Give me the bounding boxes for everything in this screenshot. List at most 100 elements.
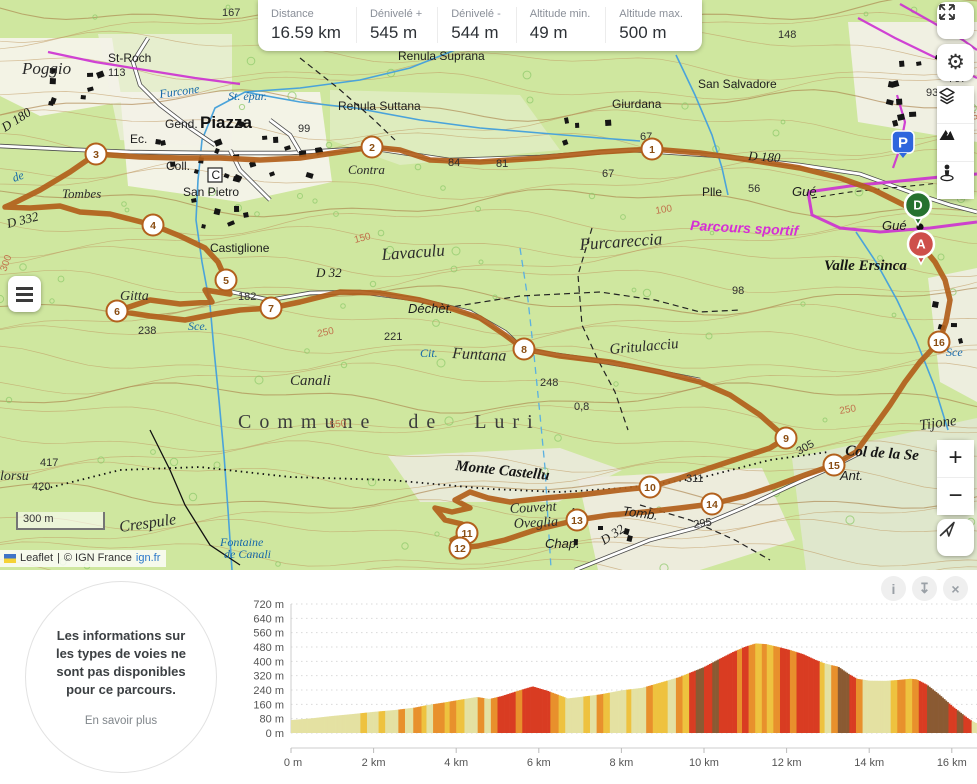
elevation-bar: [362, 712, 365, 733]
elevation-bar: [563, 697, 566, 733]
waypoint-marker[interactable]: 14: [700, 492, 724, 516]
waypoint-marker[interactable]: 12: [448, 536, 472, 560]
parking-marker[interactable]: P: [891, 130, 915, 158]
start-marker[interactable]: D: [903, 190, 933, 227]
elevation-bar: [444, 702, 447, 733]
menu-button[interactable]: [8, 276, 41, 312]
map-label: Col de la Se: [845, 443, 920, 464]
elevation-bar: [464, 698, 467, 733]
map-label: 113: [108, 67, 126, 79]
mountain-icon: [939, 129, 955, 140]
elevation-bar: [515, 691, 518, 733]
elevation-bar: [403, 708, 406, 733]
elevation-bar: [839, 668, 842, 733]
zoom-out-button[interactable]: −: [937, 477, 974, 515]
vegetation-symbol: [297, 193, 303, 199]
map-label: Plle: [702, 185, 722, 199]
streetview-button[interactable]: [937, 161, 974, 199]
elevation-bar: [813, 659, 816, 733]
elevation-bar: [936, 693, 939, 733]
building: [563, 117, 570, 124]
map-label: Gritulacciu: [609, 336, 679, 358]
map-label: Castiglione: [210, 241, 270, 255]
map-label: Valle Ersinca: [824, 258, 907, 274]
elevation-bar: [599, 694, 602, 733]
elevation-bar: [414, 707, 417, 733]
elevation-bar: [548, 691, 551, 733]
close-button[interactable]: ×: [943, 576, 968, 601]
waypoint-marker[interactable]: 2: [360, 135, 384, 159]
elevation-bar: [751, 644, 754, 733]
waypoint-marker[interactable]: 13: [565, 508, 589, 532]
building: [575, 122, 580, 128]
close-icon: ×: [951, 580, 960, 597]
elevation-chart[interactable]: 720 m 640 m 560 m 480 m 400 m 320 m 240 m 160 m…: [0, 570, 977, 784]
waypoint-number: 11: [461, 528, 472, 540]
elevation-bar: [738, 649, 741, 733]
elevation-bar: [646, 686, 649, 733]
ign-link[interactable]: ign.fr: [135, 552, 161, 564]
contour-line: [0, 303, 977, 337]
elevation-bar: [784, 648, 787, 733]
learn-more-link[interactable]: En savoir plus: [84, 715, 158, 728]
waypoint-marker[interactable]: 7: [259, 296, 283, 320]
elevation-bar: [912, 679, 915, 733]
elevation-bar: [596, 694, 599, 733]
x-tick-label: 2 km: [362, 757, 386, 769]
flag-icon: [4, 553, 16, 563]
elevation-bar: [746, 645, 749, 733]
waypoint-marker[interactable]: 10: [638, 475, 662, 499]
vegetation-symbol: [620, 214, 626, 220]
waypoint-marker[interactable]: 8: [512, 337, 536, 361]
elevation-bar: [743, 647, 746, 733]
elevation-bar: [411, 707, 414, 733]
elevation-bar: [302, 719, 305, 733]
elevation-bar: [669, 679, 672, 733]
waypoint-marker[interactable]: 9: [774, 426, 798, 450]
waypoint-marker[interactable]: 1: [640, 137, 664, 161]
contour-line: [0, 148, 977, 180]
vegetation-symbol: [492, 294, 498, 300]
elevation-bar: [489, 698, 492, 733]
elevation-bar: [875, 680, 878, 733]
elevation-bar: [601, 693, 604, 733]
elevation-bar: [808, 656, 811, 733]
vegetation-symbol: [451, 246, 461, 256]
layers-button[interactable]: [937, 86, 974, 123]
terrain-button[interactable]: [937, 123, 974, 161]
building: [269, 171, 276, 177]
settings-button[interactable]: ⚙: [937, 44, 974, 81]
waypoint-marker[interactable]: 4: [141, 213, 165, 237]
map-label: Lavaculu: [380, 241, 445, 264]
zoom-in-button[interactable]: +: [937, 440, 974, 477]
elevation-bar: [819, 661, 822, 733]
download-button[interactable]: ↧: [912, 576, 937, 601]
topo-map[interactable]: 167 Poggio St-Roch 113 Furcone St. épur. Renul…: [0, 0, 977, 570]
elevation-bar: [449, 701, 452, 733]
waypoint-marker[interactable]: 5: [214, 268, 238, 292]
info-button[interactable]: i: [881, 576, 906, 601]
building: [896, 98, 903, 105]
vegetation-symbol: [246, 56, 256, 66]
locate-button[interactable]: [937, 519, 974, 556]
vegetation-symbol: [325, 141, 333, 149]
elevation-bar: [844, 671, 847, 733]
vegetation-symbol: [526, 96, 534, 104]
contour-line: [0, 440, 977, 473]
elevation-bar: [593, 695, 596, 733]
waypoint-marker[interactable]: 16: [927, 330, 951, 354]
waypoint-marker[interactable]: 3: [84, 142, 108, 166]
elevation-bar: [436, 703, 439, 733]
layers-icon: [939, 87, 955, 105]
vegetation-symbol: [780, 119, 786, 125]
end-marker[interactable]: A: [906, 229, 936, 266]
waypoint-marker[interactable]: 6: [105, 299, 129, 323]
waypoint-number: 4: [150, 220, 156, 232]
elevation-bar: [477, 697, 480, 733]
x-tick-label: 6 km: [527, 757, 551, 769]
leaflet-credit[interactable]: Leaflet: [20, 552, 54, 564]
route-line[interactable]: [2, 144, 953, 551]
fullscreen-button[interactable]: [937, 2, 974, 39]
waypoint-marker[interactable]: 15: [822, 453, 846, 477]
